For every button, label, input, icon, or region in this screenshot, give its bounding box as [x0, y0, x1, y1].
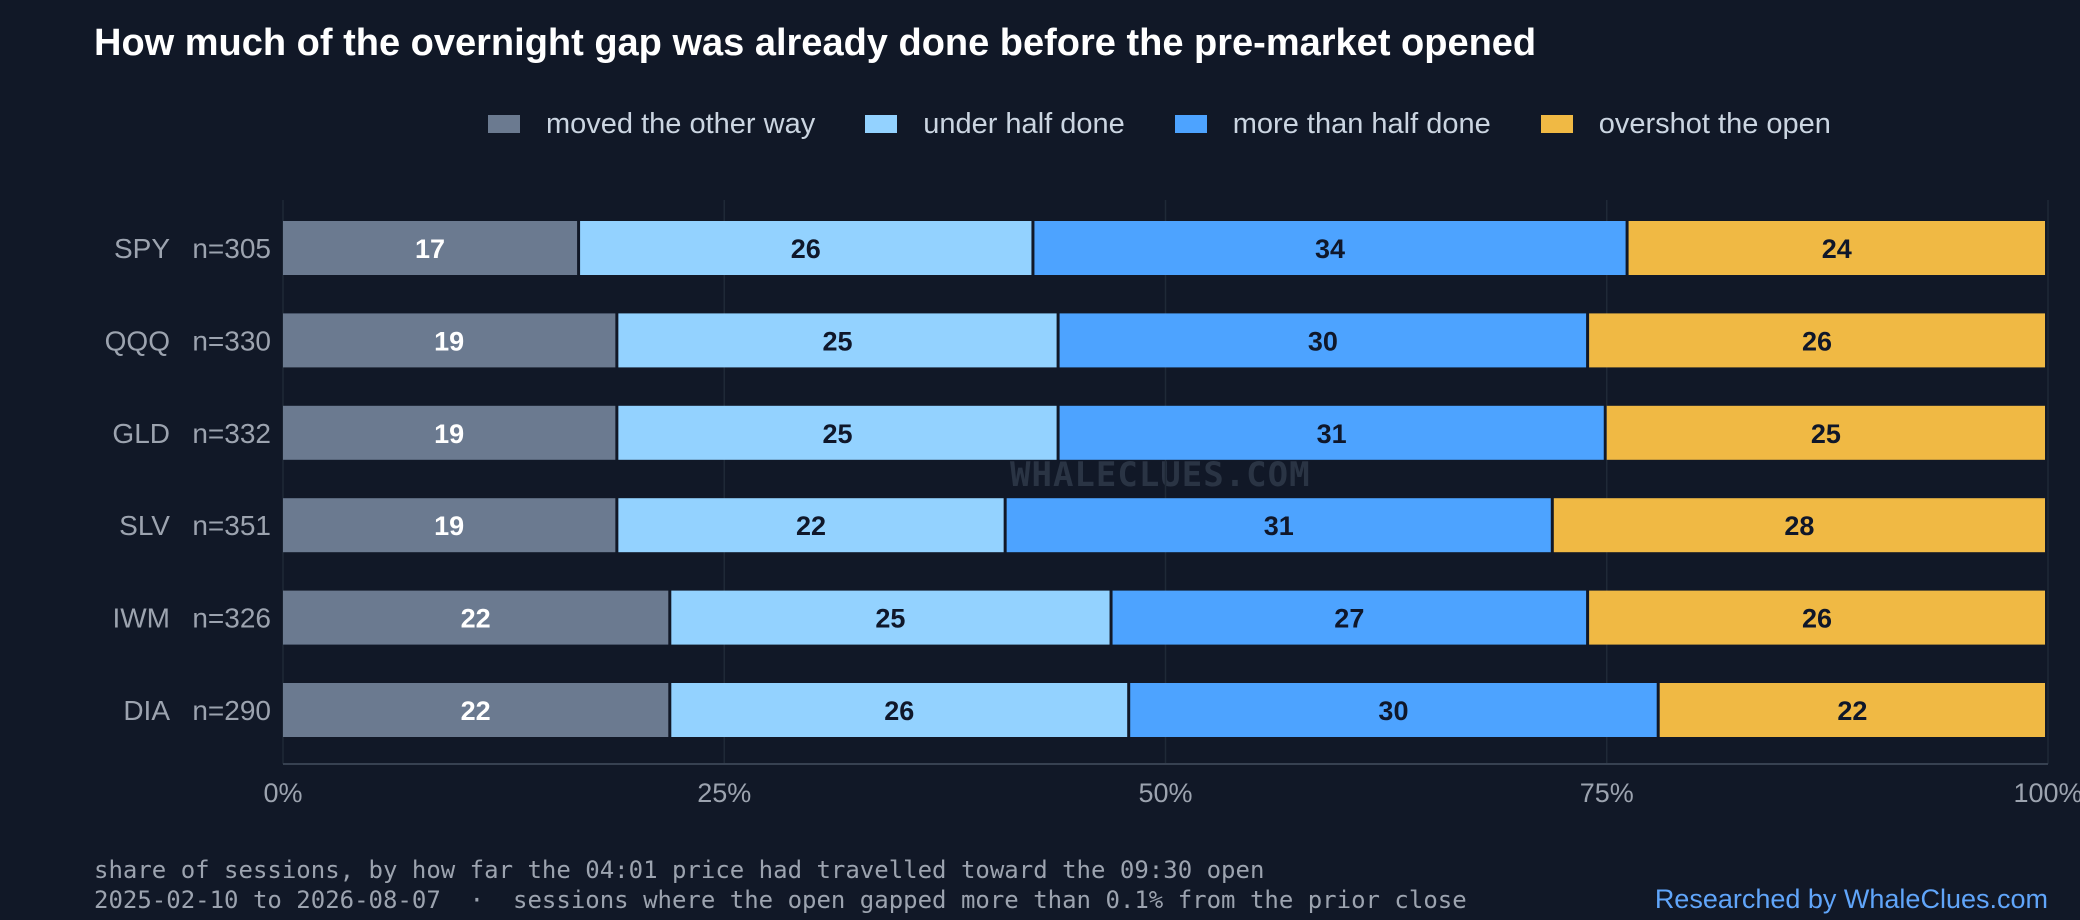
bar-segment [1606, 405, 2045, 460]
legend-swatch [488, 115, 520, 133]
sample-size-label: n=290 [192, 695, 271, 726]
bar-value-label: 22 [796, 511, 826, 541]
legend-swatch [1174, 115, 1207, 133]
bar-value-label: 22 [461, 696, 491, 726]
bar-value-label: 30 [1308, 326, 1338, 356]
sample-size-label: n=351 [192, 510, 271, 541]
watermark: WHALECLUES.COM [1010, 455, 1311, 495]
bar-value-label: 19 [434, 326, 464, 356]
sample-size-label: n=305 [192, 233, 271, 264]
category-label: SLV [119, 510, 170, 541]
bar-segment [618, 498, 1004, 553]
x-tick-label: 25% [697, 778, 751, 808]
bar-value-label: 30 [1378, 696, 1408, 726]
bar-value-label: 22 [461, 604, 491, 634]
chart-title: How much of the overnight gap was alread… [94, 22, 1537, 64]
credit-link[interactable]: Researched by WhaleClues.com [1654, 884, 2048, 914]
legend-item-overshot-the-open: overshot the open [1540, 107, 1831, 141]
bar-segment [283, 405, 616, 460]
bar-value-label: 26 [1802, 604, 1832, 634]
bar-segment [618, 313, 1057, 368]
bar-value-label: 19 [434, 511, 464, 541]
legend-label: under half done [923, 107, 1125, 140]
x-tick-label: 50% [1138, 778, 1192, 808]
sample-size-label: n=330 [192, 325, 271, 356]
bar-segment [283, 221, 578, 275]
bar-segment [1589, 590, 2045, 645]
bar-segment [580, 221, 1032, 275]
bar-value-label: 24 [1822, 234, 1852, 264]
bar-value-label: 28 [1784, 511, 1814, 541]
bar-segment [283, 498, 616, 553]
category-label: QQQ [105, 325, 170, 356]
sample-size-label: n=332 [192, 418, 271, 449]
bar-segment [671, 683, 1128, 737]
x-tick-label: 100% [2013, 778, 2080, 808]
legend-item-more-than-half-done: more than half done [1174, 107, 1491, 141]
bar-segment [1130, 683, 1657, 737]
bar-segment [1059, 405, 1604, 460]
bar-value-label: 31 [1264, 511, 1294, 541]
legend-swatch [1540, 115, 1573, 133]
bar-segment [1112, 590, 1587, 645]
bar-value-label: 31 [1317, 419, 1347, 449]
bar-value-label: 34 [1315, 234, 1345, 264]
bar-value-label: 27 [1334, 604, 1364, 634]
bar-segment [283, 590, 669, 645]
bar-value-label: 25 [1811, 419, 1841, 449]
bar-value-label: 25 [875, 604, 905, 634]
bar-value-label: 26 [1802, 326, 1832, 356]
legend-label: more than half done [1232, 107, 1491, 140]
stacked-bar-chart: 17 26 34 24 SPY n=305 19 25 30 26 QQQ n=330 19 25 31 25… [105, 200, 2080, 808]
footer-note-line-1: share of sessions, by how far the 04:01 … [94, 856, 1265, 884]
sample-size-label: n=326 [192, 603, 271, 634]
bar-segment [283, 683, 669, 737]
legend: moved the other way under half done more… [488, 104, 1881, 144]
legend-label: overshot the open [1598, 107, 1831, 140]
bar-segment [1659, 683, 2045, 737]
bar-segment [1628, 221, 2045, 275]
bar-segment [1589, 313, 2045, 368]
x-tick-label: 75% [1580, 778, 1634, 808]
footer-note-line-2: 2025-02-10 to 2026-08-07 · sessions wher… [94, 886, 1467, 914]
bar-segment [1553, 498, 2045, 553]
bar-value-label: 26 [884, 696, 914, 726]
bar-segment [671, 590, 1110, 645]
legend-item-under-half-done: under half done [865, 108, 1125, 141]
legend-label: moved the other way [546, 107, 816, 140]
bar-value-label: 26 [791, 234, 821, 264]
category-label: DIA [123, 695, 170, 726]
bar-segment [618, 405, 1057, 460]
legend-swatch [865, 115, 898, 133]
bar-value-label: 25 [822, 419, 852, 449]
bar-segment [1059, 313, 1587, 368]
bar-value-label: 17 [415, 234, 445, 264]
category-label: GLD [112, 418, 170, 449]
bar-value-label: 19 [434, 419, 464, 449]
legend-item-moved-other-way: moved the other way [488, 108, 815, 141]
category-label: IWM [112, 603, 170, 634]
bar-value-label: 22 [1837, 696, 1867, 726]
bar-value-label: 25 [822, 326, 852, 356]
bar-segment [1034, 221, 1626, 275]
category-label: SPY [114, 233, 170, 264]
bar-segment [283, 313, 616, 368]
bar-segment [1006, 498, 1551, 553]
x-tick-label: 0% [263, 778, 302, 808]
